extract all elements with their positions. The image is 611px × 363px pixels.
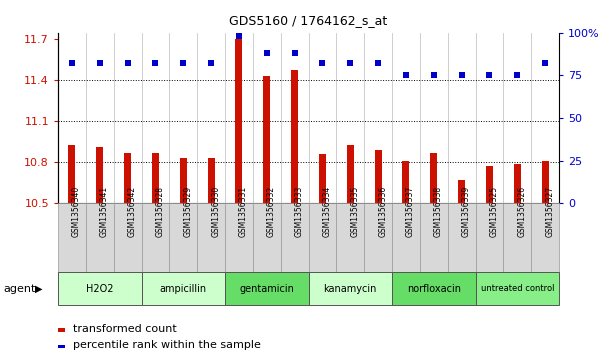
Text: agent: agent — [3, 284, 35, 294]
Text: GSM1356331: GSM1356331 — [239, 186, 248, 237]
Text: norfloxacin: norfloxacin — [407, 284, 461, 294]
Bar — [430, 153, 437, 203]
Point — [123, 61, 133, 66]
Bar — [86, 203, 114, 272]
Text: GSM1356342: GSM1356342 — [128, 186, 137, 237]
Bar — [142, 272, 225, 305]
Bar — [225, 272, 309, 305]
Text: GSM1356337: GSM1356337 — [406, 186, 415, 237]
Bar — [263, 76, 270, 203]
Text: GSM1356325: GSM1356325 — [489, 186, 499, 237]
Bar — [309, 272, 392, 305]
Text: GDS5160 / 1764162_s_at: GDS5160 / 1764162_s_at — [229, 15, 388, 28]
Point — [401, 72, 411, 78]
Bar — [58, 272, 142, 305]
Point — [457, 72, 467, 78]
Text: kanamycin: kanamycin — [324, 284, 377, 294]
Text: GSM1356340: GSM1356340 — [72, 186, 81, 237]
Text: gentamicin: gentamicin — [240, 284, 295, 294]
Point — [234, 33, 244, 39]
Text: GSM1356327: GSM1356327 — [545, 186, 554, 237]
Bar — [375, 150, 382, 203]
Point — [540, 61, 550, 66]
Text: H2O2: H2O2 — [86, 284, 114, 294]
Text: GSM1356332: GSM1356332 — [267, 186, 276, 237]
Bar — [253, 203, 280, 272]
Bar — [403, 161, 409, 203]
Bar — [124, 153, 131, 203]
Point — [345, 61, 355, 66]
Bar — [114, 203, 142, 272]
Bar — [347, 144, 354, 203]
Bar — [208, 158, 214, 203]
Point — [207, 61, 216, 66]
Point — [150, 61, 160, 66]
Text: GSM1356334: GSM1356334 — [323, 186, 332, 237]
Text: GSM1356326: GSM1356326 — [518, 186, 526, 237]
Text: untreated control: untreated control — [481, 284, 554, 293]
Bar — [68, 144, 75, 203]
Text: GSM1356341: GSM1356341 — [100, 186, 109, 237]
Point — [290, 50, 299, 56]
Bar — [180, 158, 187, 203]
Text: GSM1356333: GSM1356333 — [295, 186, 304, 237]
Text: GSM1356338: GSM1356338 — [434, 186, 443, 237]
Bar — [97, 147, 103, 203]
Bar — [475, 203, 503, 272]
Bar — [58, 203, 86, 272]
Text: percentile rank within the sample: percentile rank within the sample — [73, 340, 261, 350]
Text: ampicillin: ampicillin — [159, 284, 207, 294]
Text: GSM1356328: GSM1356328 — [155, 186, 164, 237]
Bar — [503, 203, 531, 272]
Text: GSM1356336: GSM1356336 — [378, 186, 387, 237]
Bar — [475, 272, 559, 305]
Bar — [392, 272, 475, 305]
Bar — [486, 166, 493, 203]
Point — [373, 61, 383, 66]
Bar — [458, 180, 465, 203]
Point — [262, 50, 272, 56]
Bar — [225, 203, 253, 272]
Bar — [235, 40, 243, 203]
Point — [429, 72, 439, 78]
Text: ▶: ▶ — [35, 284, 43, 294]
Bar — [291, 70, 298, 203]
Bar — [392, 203, 420, 272]
Text: transformed count: transformed count — [73, 323, 177, 334]
Text: GSM1356330: GSM1356330 — [211, 186, 220, 237]
Bar — [169, 203, 197, 272]
Bar — [309, 203, 337, 272]
Bar — [420, 203, 448, 272]
Bar — [142, 203, 169, 272]
Point — [513, 72, 522, 78]
Point — [318, 61, 327, 66]
Bar — [197, 203, 225, 272]
Bar — [337, 203, 364, 272]
Point — [485, 72, 494, 78]
Bar — [514, 164, 521, 203]
Text: GSM1356335: GSM1356335 — [350, 186, 359, 237]
Point — [67, 61, 77, 66]
Text: GSM1356339: GSM1356339 — [462, 186, 470, 237]
Bar — [280, 203, 309, 272]
Point — [178, 61, 188, 66]
Bar — [152, 153, 159, 203]
Bar — [364, 203, 392, 272]
Bar — [542, 161, 549, 203]
Bar — [319, 154, 326, 203]
Bar — [531, 203, 559, 272]
Text: GSM1356329: GSM1356329 — [183, 186, 192, 237]
Bar — [448, 203, 475, 272]
Point — [95, 61, 104, 66]
